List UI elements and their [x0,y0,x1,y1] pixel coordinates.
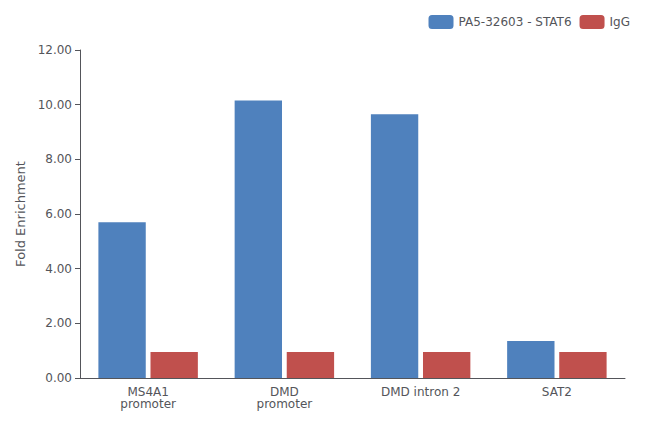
svg-text:2.00: 2.00 [45,316,72,330]
svg-text:DMD intron 2: DMD intron 2 [381,385,460,399]
svg-text:4.00: 4.00 [45,262,72,276]
svg-text:promoter: promoter [257,397,313,411]
svg-text:promoter: promoter [120,397,176,411]
svg-text:SAT2: SAT2 [542,385,572,399]
svg-text:0.00: 0.00 [45,371,72,385]
svg-text:12.00: 12.00 [38,43,72,57]
svg-text:DMD: DMD [270,385,299,399]
svg-text:10.00: 10.00 [38,98,72,112]
svg-text:6.00: 6.00 [45,207,72,221]
svg-text:Fold Enrichment: Fold Enrichment [13,161,28,267]
svg-text:IgG: IgG [610,15,630,29]
svg-text:PA5-32603 - STAT6: PA5-32603 - STAT6 [459,15,572,29]
svg-text:8.00: 8.00 [45,152,72,166]
svg-text:MS4A1: MS4A1 [127,385,169,399]
